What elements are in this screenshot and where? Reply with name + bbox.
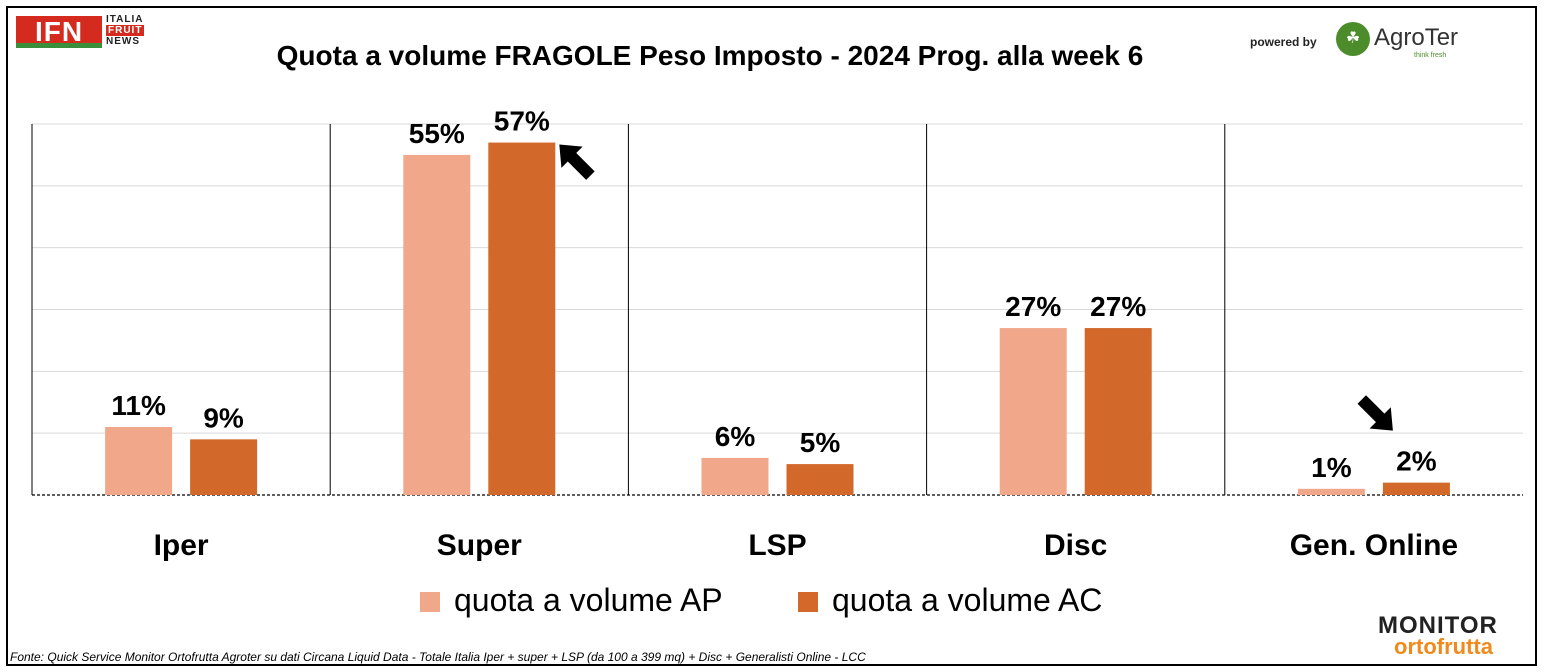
- monitor-ortofrutta-logo: MONITOR ortofrutta: [1378, 612, 1538, 662]
- agroter-logo: ☘ AgroTer think fresh: [1336, 22, 1466, 62]
- ifn-line-italia: ITALIA: [106, 14, 144, 25]
- ifn-words: ITALIA FRUIT NEWS: [106, 14, 145, 47]
- ifn-mark: IFN: [16, 16, 102, 48]
- chart-title: Quota a volume FRAGOLE Peso Imposto - 20…: [276, 40, 1144, 71]
- legend-label-ap: quota a volume AP: [454, 582, 723, 618]
- chart-frame: [6, 6, 1537, 666]
- ifn-logo: IFN ITALIA FRUIT NEWS: [16, 14, 166, 54]
- ortofrutta-word: ortofrutta: [1394, 634, 1493, 659]
- agroter-tagline: think fresh: [1414, 52, 1447, 59]
- tree-icon: ☘: [1336, 22, 1370, 56]
- ifn-line-fruit: FRUIT: [106, 25, 145, 36]
- ifn-line-news: NEWS: [106, 36, 140, 47]
- legend-label-ac: quota a volume AC: [832, 582, 1103, 618]
- agroter-name: AgroTer: [1374, 24, 1459, 51]
- legend-swatch-ap: [420, 592, 440, 612]
- monitor-word: MONITOR: [1378, 612, 1498, 639]
- legend-swatch-ac: [798, 592, 818, 612]
- source-note: Fonte: Quick Service Monitor Ortofrutta …: [10, 650, 866, 664]
- powered-by-label: powered by: [1250, 35, 1317, 49]
